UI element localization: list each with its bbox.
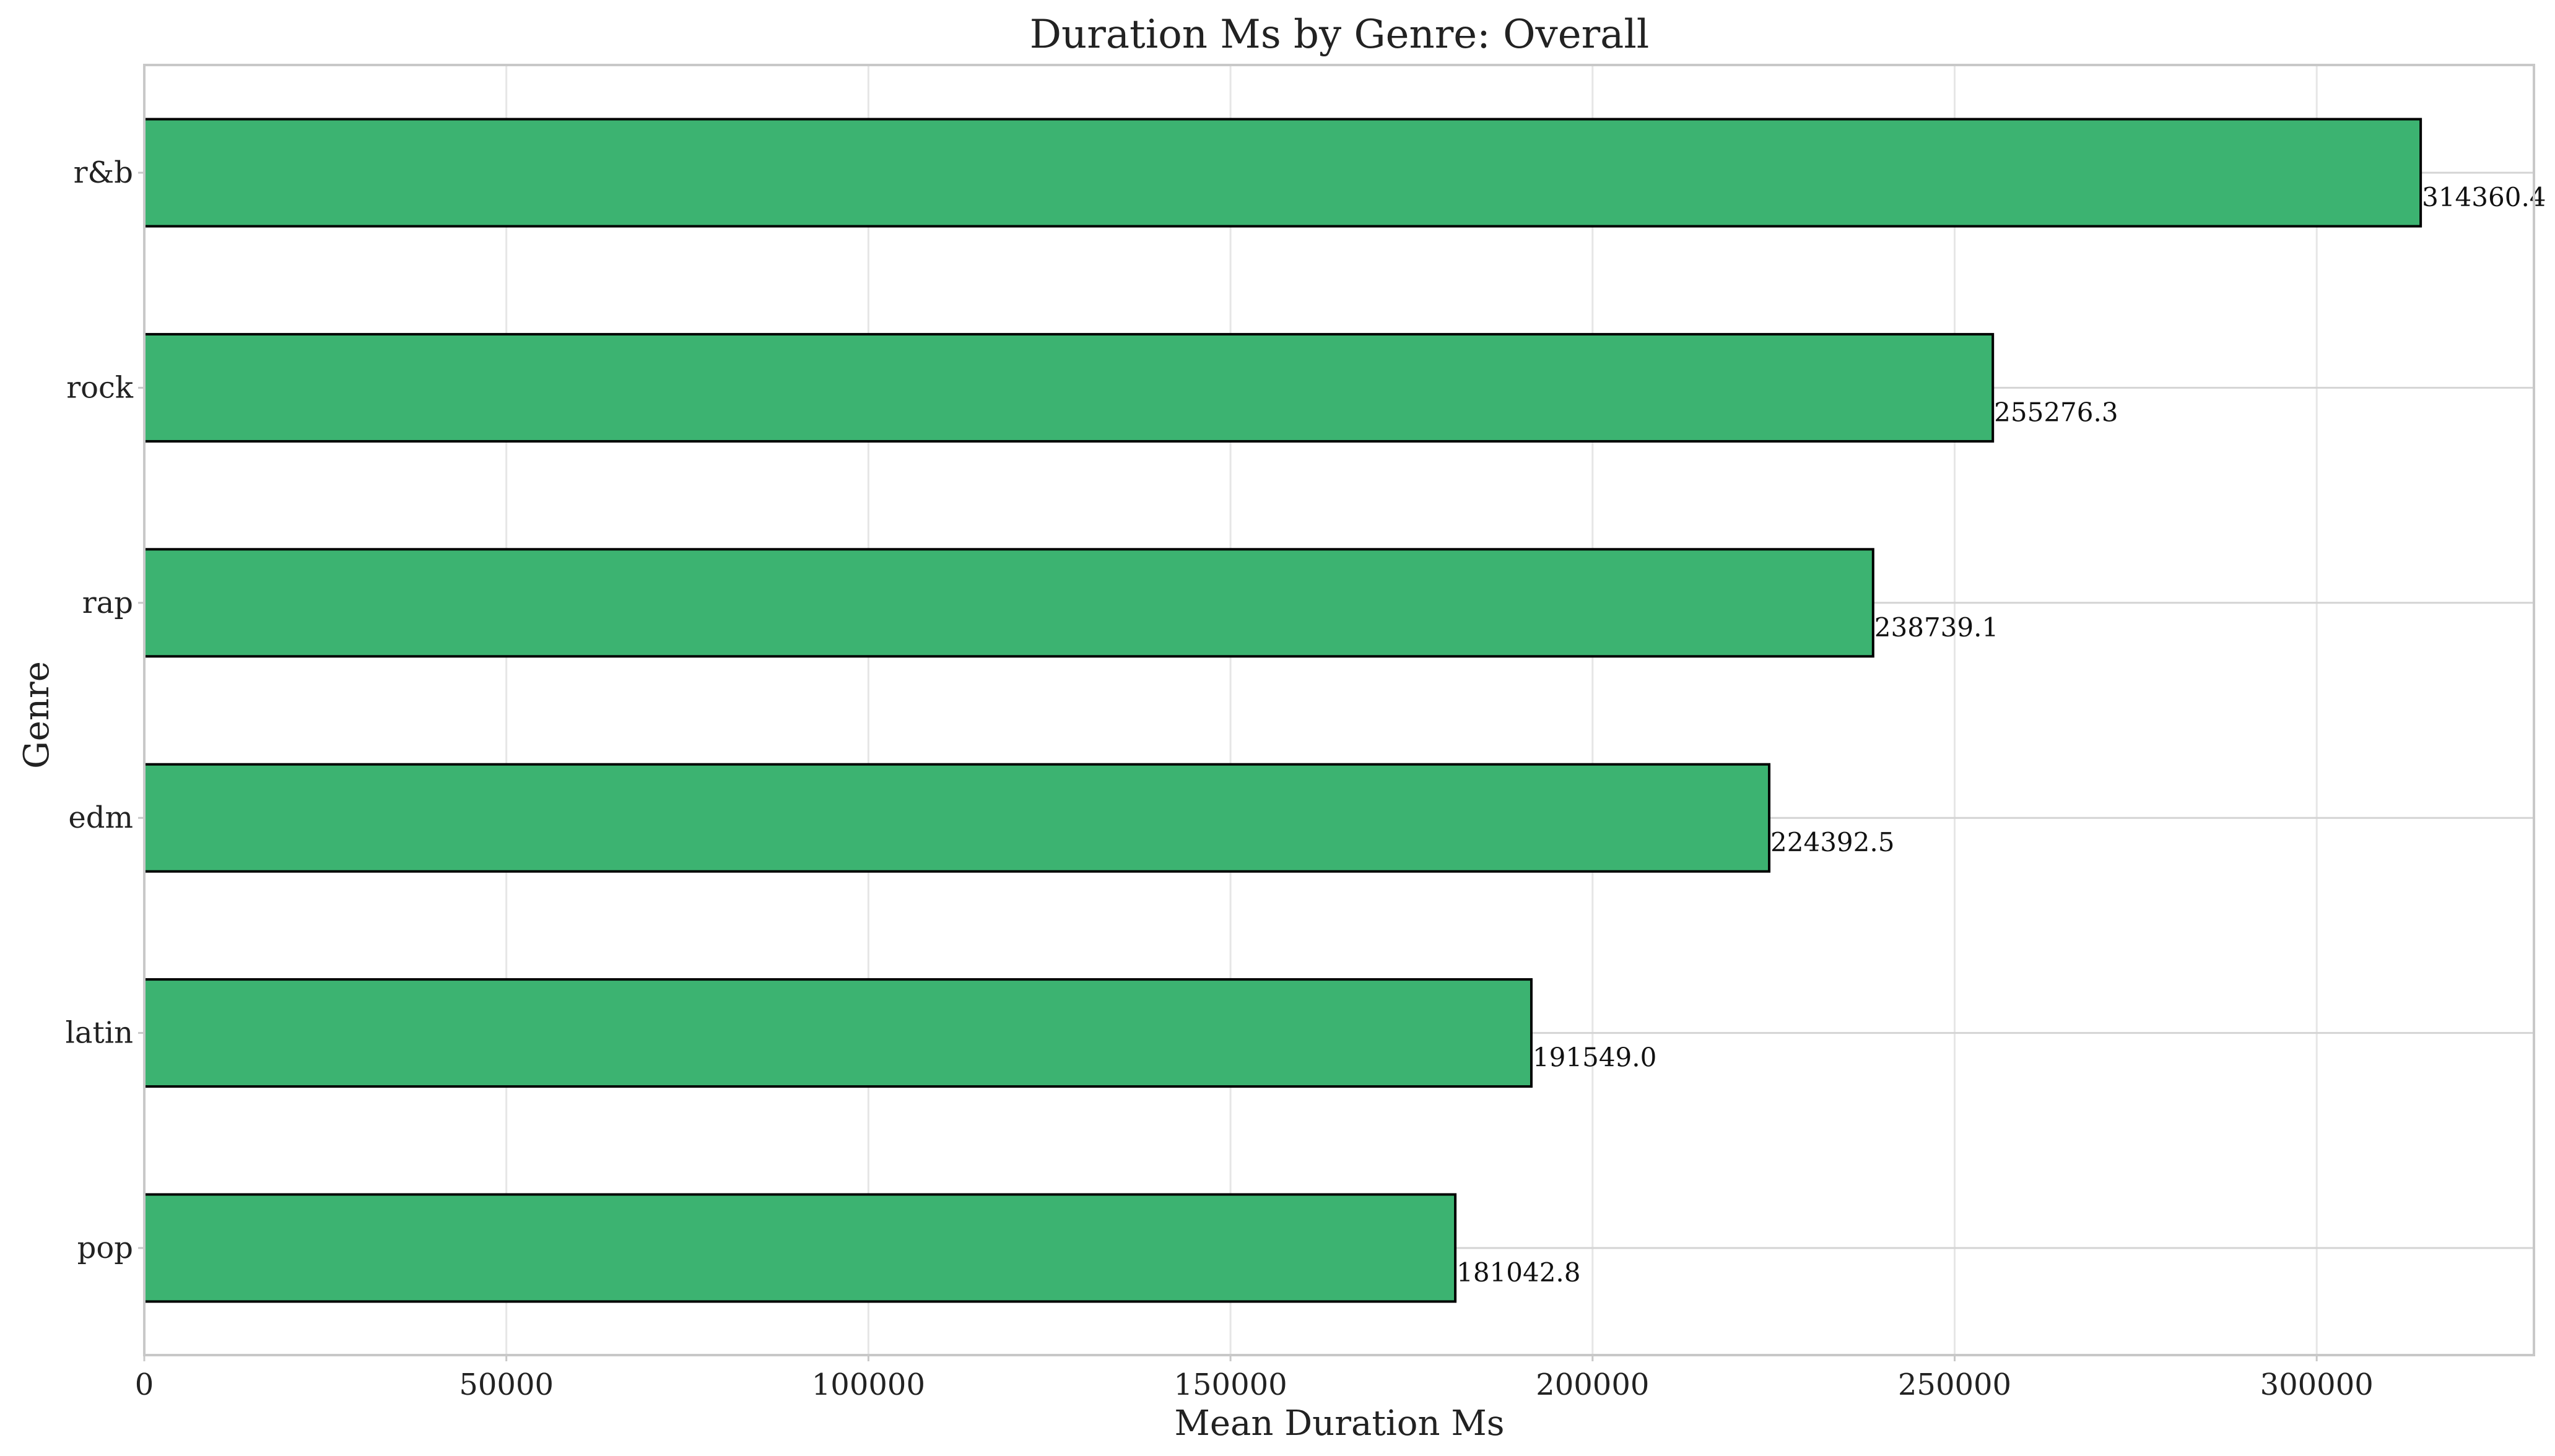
y-tick-label-r&b: r&b bbox=[74, 155, 133, 190]
data-label-rap: 238739.1 bbox=[1874, 612, 1998, 643]
x-tick-label: 150000 bbox=[1173, 1367, 1287, 1402]
bar-latin bbox=[143, 978, 1533, 1088]
data-labels: 314360.4 255276.3 238739.1 224392.5 191549.0… bbox=[1456, 182, 2546, 1288]
x-tick-label: 300000 bbox=[2260, 1367, 2374, 1402]
plot-frame bbox=[143, 64, 2535, 1356]
bar-rap bbox=[143, 548, 1874, 658]
bar-pop bbox=[143, 1193, 1457, 1303]
bar-rock bbox=[143, 332, 1995, 443]
data-label-rock: 255276.3 bbox=[1994, 397, 2118, 427]
y-tick-label-edm: edm bbox=[68, 800, 133, 835]
y-axis-ticks: r&b rock rap edm latin pop bbox=[65, 155, 144, 1265]
data-label-pop: 181042.8 bbox=[1456, 1257, 1580, 1288]
data-label-latin: 191549.0 bbox=[1533, 1042, 1656, 1073]
bars bbox=[143, 118, 2422, 1303]
x-axis-ticks: 0 50000 100000 150000 200000 250000 300000 bbox=[135, 1355, 2374, 1402]
x-tick-label: 200000 bbox=[1536, 1367, 1649, 1402]
y-tick-label-rock: rock bbox=[66, 370, 134, 405]
x-tick-label: 250000 bbox=[1898, 1367, 2011, 1402]
chart-title: Duration Ms by Genre: Overall bbox=[1030, 12, 1650, 58]
data-label-r&b: 314360.4 bbox=[2422, 182, 2546, 212]
y-tick-label-pop: pop bbox=[77, 1231, 133, 1265]
y-axis-label: Genre bbox=[17, 661, 57, 769]
x-axis-label: Mean Duration Ms bbox=[1175, 1403, 1505, 1444]
x-tick-label: 100000 bbox=[812, 1367, 925, 1402]
bar-edm bbox=[143, 763, 1771, 873]
bar-r&b bbox=[143, 118, 2422, 228]
y-tick-label-rap: rap bbox=[82, 586, 133, 620]
x-tick-label: 50000 bbox=[459, 1367, 554, 1402]
x-tick-label: 0 bbox=[135, 1367, 154, 1402]
data-label-edm: 224392.5 bbox=[1770, 827, 1894, 857]
y-tick-label-latin: latin bbox=[65, 1016, 133, 1051]
